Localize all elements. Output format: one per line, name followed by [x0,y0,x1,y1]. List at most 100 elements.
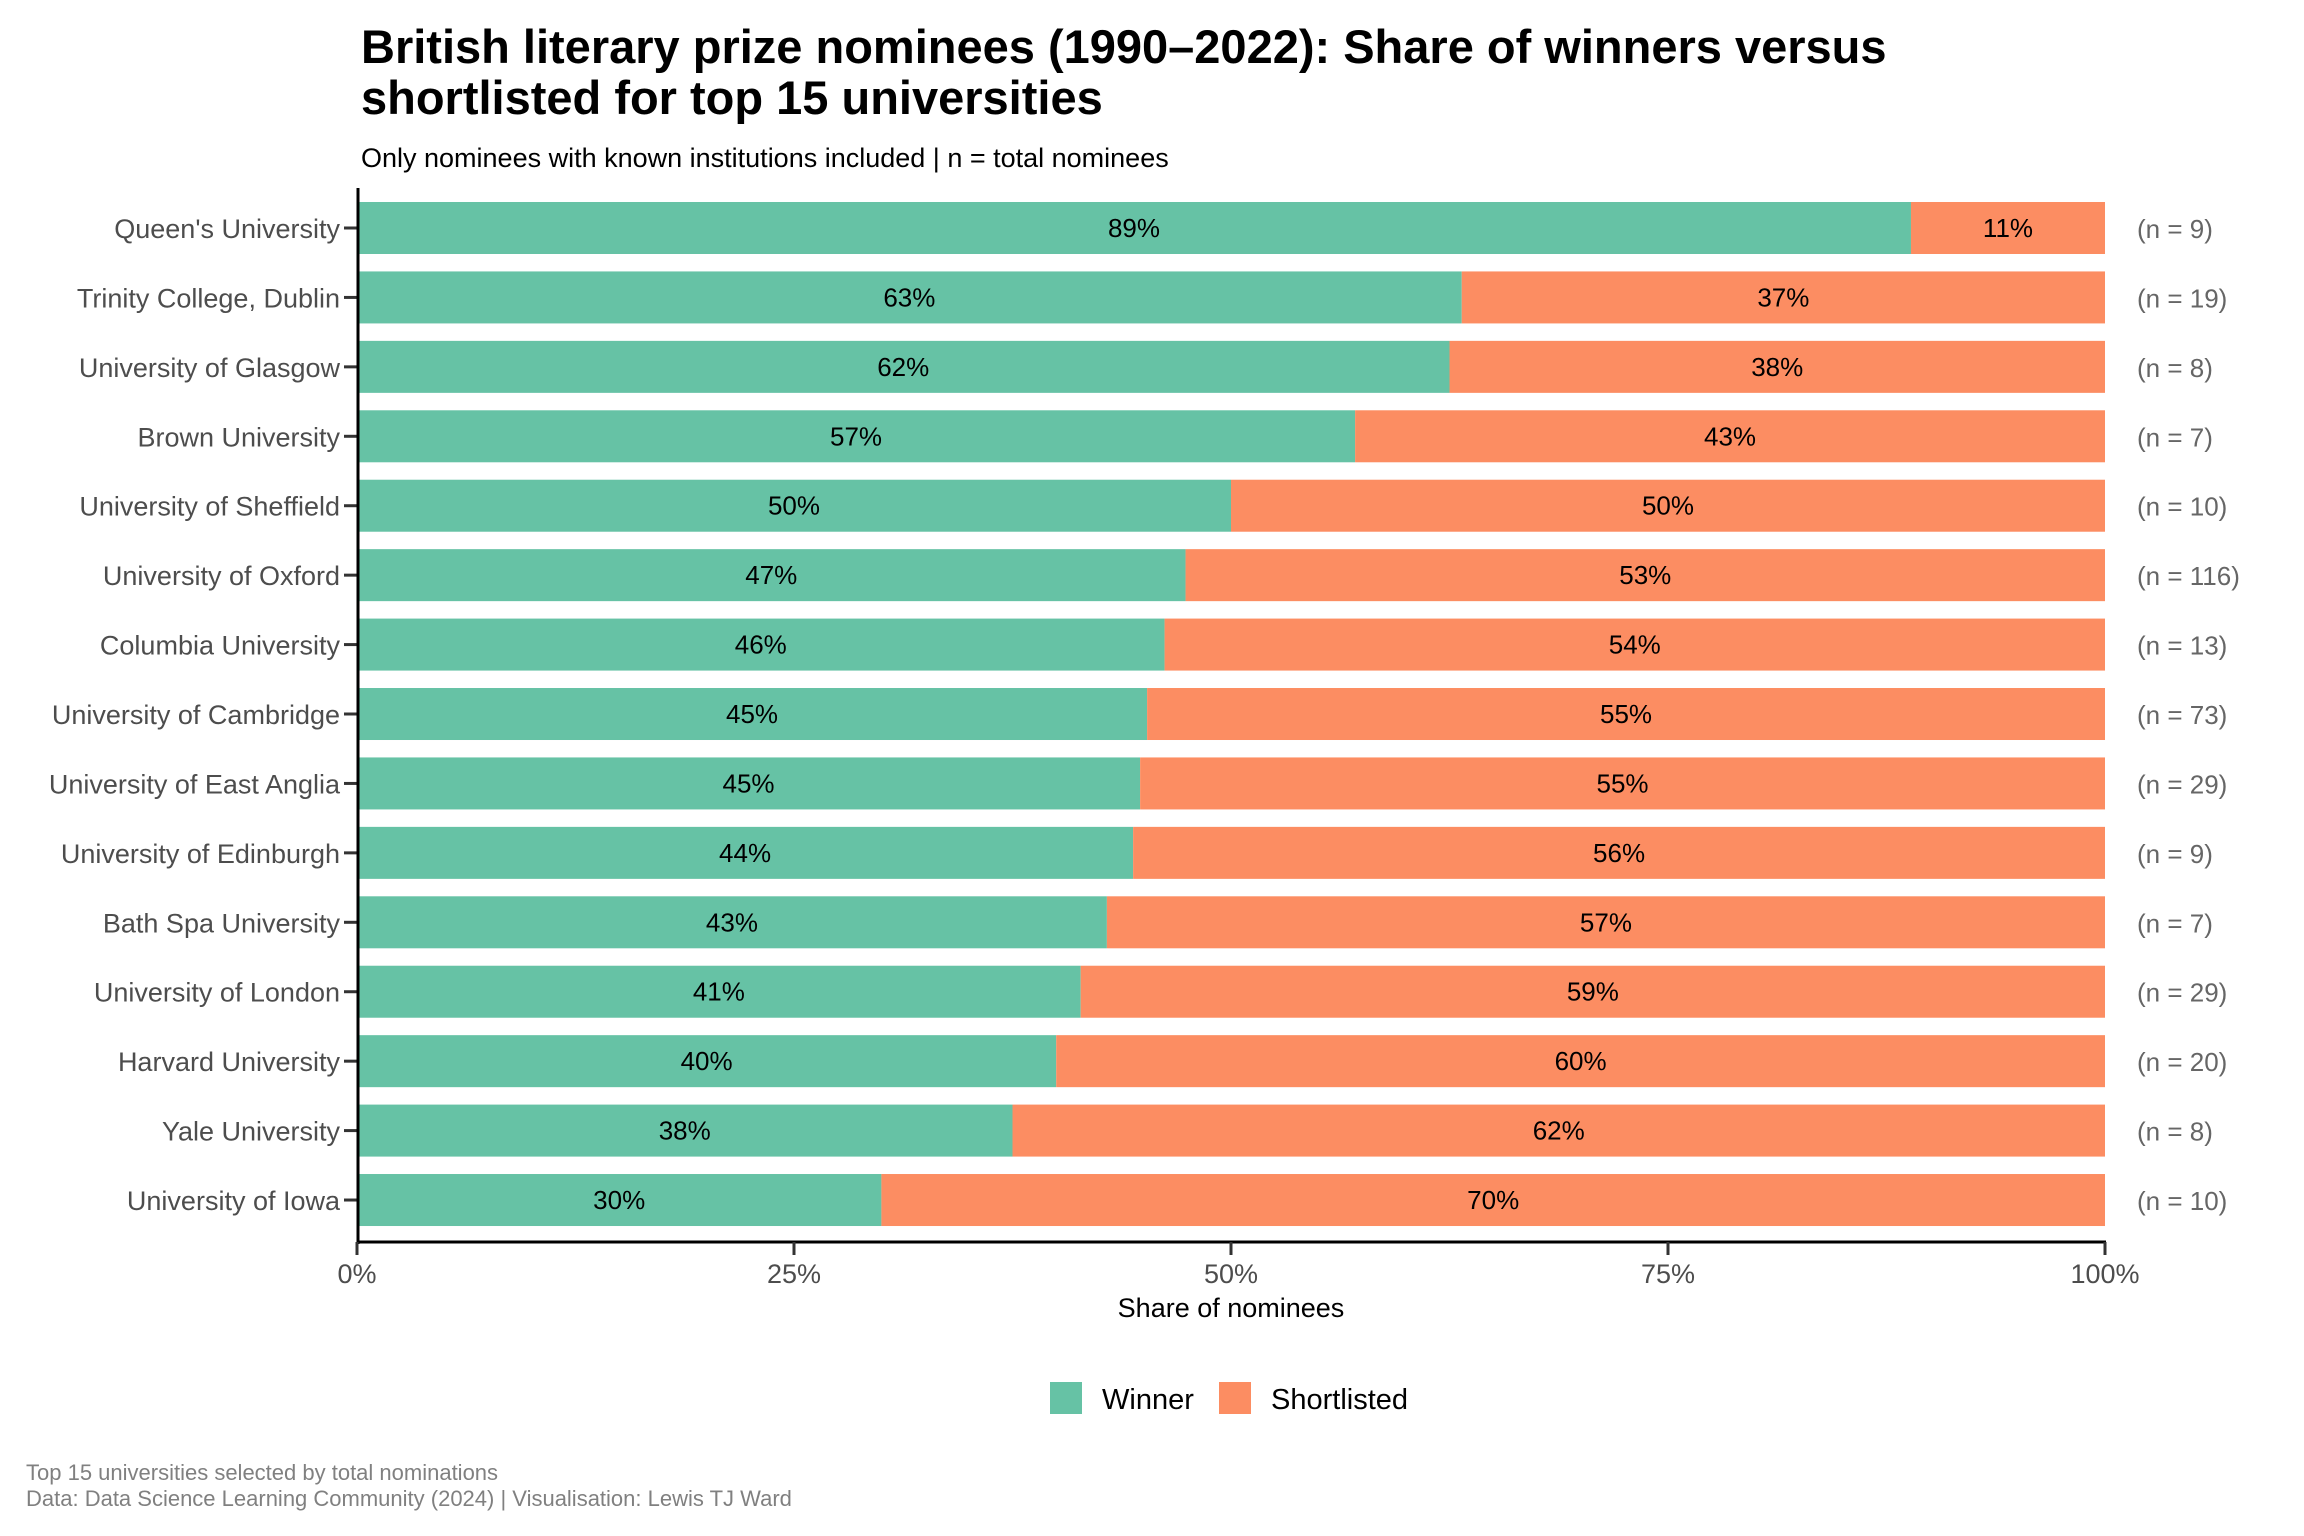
legend: Winner Shortlisted [1050,1382,1408,1416]
y-axis-label: University of London [94,978,340,1008]
bar-label-shortlisted: 57% [1580,907,1632,937]
bar-label-shortlisted: 70% [1467,1185,1519,1215]
bar-label-shortlisted: 53% [1619,560,1671,590]
bar-label-shortlisted: 43% [1704,421,1756,451]
bar-winner [357,826,1134,879]
bar-label-winner: 40% [681,1046,733,1076]
bar-label-winner: 43% [706,907,758,937]
x-axis-ticks: 0% 25% 50% 75% 100% [337,1242,2140,1289]
bar-shortlisted [1140,757,2105,810]
bar-shortlisted [1449,340,2105,393]
bar-label-shortlisted: 50% [1642,491,1694,521]
n-label: (n = 19) [2137,283,2227,313]
bar-label-winner: 44% [719,838,771,868]
legend-label-winner: Winner [1102,1384,1194,1416]
y-axis-label: University of Sheffield [79,492,340,522]
y-axis-label: University of Edinburgh [61,839,340,869]
bar-shortlisted [1106,896,2105,949]
y-axis-label: University of Iowa [127,1186,341,1216]
bar-label-shortlisted: 60% [1555,1046,1607,1076]
n-label: (n = 73) [2137,700,2227,730]
bar-label-winner: 46% [735,630,787,660]
n-label: (n = 8) [2137,353,2213,383]
caption-line-1: Top 15 universities selected by total no… [26,1460,498,1485]
y-axis-label: University of Cambridge [52,700,340,730]
y-axis-label: University of Glasgow [79,353,341,383]
bar-winner [357,757,1141,810]
bar-label-winner: 45% [726,699,778,729]
x-tick-label: 75% [1641,1259,1695,1289]
bar-labels-layer: 89% 11% 63% 37% 62% 38% 57% 43% 50% 50% 47% 53% 46% 5… [593,213,2033,1215]
bar-label-winner: 62% [877,352,929,382]
n-label: (n = 29) [2137,769,2227,799]
bar-shortlisted [1910,202,2105,254]
n-label: (n = 20) [2137,1047,2227,1077]
bar-label-winner: 41% [693,977,745,1007]
bar-winner [357,410,1356,463]
y-axis-label: University of East Anglia [49,769,341,799]
n-labels: (n = 9) (n = 19) (n = 8) (n = 7) (n = 10) (n … [2137,214,2240,1216]
bar-winner [357,1174,882,1227]
legend-label-shortlisted: Shortlisted [1271,1384,1408,1416]
bar-shortlisted [1355,410,2105,463]
bar-shortlisted [1231,479,2105,532]
bar-winner [357,1035,1057,1088]
legend-swatch-shortlisted [1219,1382,1251,1414]
bar-label-winner: 47% [745,560,797,590]
bar-shortlisted [881,1174,2105,1227]
y-axis-label: University of Oxford [103,561,340,591]
y-axis-label: Bath Spa University [103,908,341,938]
bar-shortlisted [1012,1104,2105,1157]
bar-label-shortlisted: 62% [1533,1116,1585,1146]
bar-label-shortlisted: 55% [1597,768,1649,798]
n-label: (n = 8) [2137,1117,2213,1147]
y-axis-labels: Queen's University Trinity College, Dubli… [49,214,357,1216]
n-label: (n = 7) [2137,908,2213,938]
x-tick-label: 50% [1204,1259,1258,1289]
y-axis-label: Brown University [137,422,340,452]
n-label: (n = 29) [2137,978,2227,1008]
bar-label-shortlisted: 59% [1567,977,1619,1007]
bar-winner [357,896,1107,949]
chart-title-line-2: shortlisted for top 15 universities [361,71,1103,124]
bar-label-winner: 38% [659,1116,711,1146]
bar-label-shortlisted: 11% [1983,213,2033,243]
bar-shortlisted [1461,271,2105,324]
bar-winner [357,340,1450,393]
bar-shortlisted [1164,618,2105,671]
bar-winner [357,965,1081,1018]
bar-winner [357,1104,1013,1157]
bar-shortlisted [1185,549,2105,602]
y-axis-label: Yale University [162,1117,341,1147]
bar-label-winner: 30% [593,1185,645,1215]
bar-winner [357,479,1231,532]
n-label: (n = 9) [2137,214,2213,244]
bar-label-shortlisted: 54% [1609,630,1661,660]
y-axis-label: Columbia University [100,631,341,661]
chart-subtitle: Only nominees with known institutions in… [361,143,1169,173]
legend-swatch-winner [1050,1382,1082,1414]
n-label: (n = 9) [2137,839,2213,869]
bar-label-shortlisted: 55% [1600,699,1652,729]
bar-label-winner: 50% [768,491,820,521]
n-label: (n = 116) [2137,561,2240,591]
bar-winner [357,549,1186,602]
bar-label-winner: 57% [830,421,882,451]
caption-line-2: Data: Data Science Learning Community (2… [26,1486,792,1511]
y-axis-label: Trinity College, Dublin [77,283,340,313]
x-tick-label: 100% [2070,1259,2139,1289]
x-tick-label: 0% [337,1259,376,1289]
bar-winner [357,688,1148,741]
bar-shortlisted [1133,826,2105,879]
bar-label-shortlisted: 56% [1593,838,1645,868]
n-label: (n = 10) [2137,492,2227,522]
y-axis-label: Harvard University [118,1047,341,1077]
n-label: (n = 10) [2137,1186,2227,1216]
n-label: (n = 7) [2137,422,2213,452]
x-axis-title: Share of nominees [1118,1293,1345,1323]
y-axis-label: Queen's University [114,214,340,244]
bar-label-winner: 89% [1108,213,1160,243]
bar-label-shortlisted: 37% [1757,282,1809,312]
bar-winner [357,271,1462,324]
